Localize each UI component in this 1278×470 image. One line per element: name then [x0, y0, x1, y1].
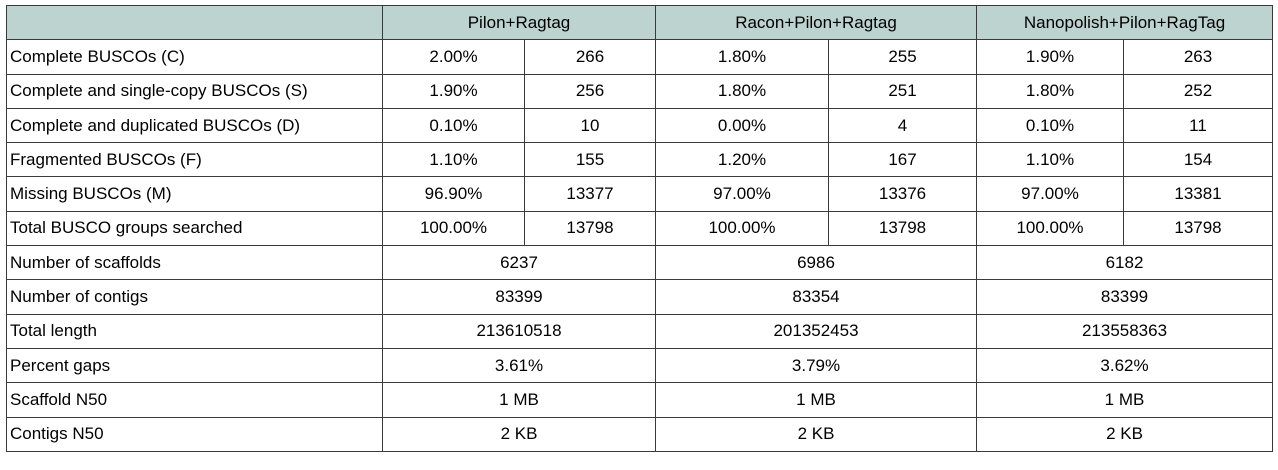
row-label: Number of scaffolds — [6, 245, 383, 281]
table-row: Fragmented BUSCOs (F) 1.10% 155 1.20% 16… — [6, 142, 1273, 178]
cell-value: 13798 — [524, 210, 656, 247]
row-label: Number of contigs — [6, 279, 383, 315]
cell-value: 2 KB — [382, 416, 656, 452]
cell-value: 13798 — [1123, 210, 1273, 247]
cell-value: 1.10% — [382, 142, 525, 178]
row-label: Complete and duplicated BUSCOs (D) — [6, 107, 383, 144]
header-col-pilon-ragtag: Pilon+Ragtag — [382, 4, 656, 41]
cell-value: 251 — [828, 73, 977, 109]
row-label: Complete BUSCOs (C) — [6, 39, 383, 75]
cell-value: 1.20% — [655, 142, 829, 178]
cell-value: 1.80% — [655, 39, 829, 75]
cell-value: 1.80% — [976, 73, 1124, 109]
cell-value: 97.00% — [655, 176, 829, 212]
cell-value: 6182 — [976, 245, 1273, 281]
cell-value: 263 — [1123, 39, 1273, 75]
cell-value: 256 — [524, 73, 656, 109]
cell-value: 100.00% — [382, 210, 525, 247]
cell-value: 167 — [828, 142, 977, 178]
cell-value: 100.00% — [655, 210, 829, 247]
cell-value: 13376 — [828, 176, 977, 212]
table-row: Contigs N50 2 KB 2 KB 2 KB — [6, 416, 1273, 452]
table-row: Total length 213610518 201352453 2135583… — [6, 313, 1273, 349]
cell-value: 4 — [828, 107, 977, 144]
cell-value: 83399 — [382, 279, 656, 315]
cell-value: 3.61% — [382, 347, 656, 384]
table-row: Complete and single-copy BUSCOs (S) 1.90… — [6, 73, 1273, 109]
table-row: Missing BUSCOs (M) 96.90% 13377 97.00% 1… — [6, 176, 1273, 212]
cell-value: 0.10% — [382, 107, 525, 144]
header-col-racon-pilon-ragtag: Racon+Pilon+Ragtag — [655, 4, 977, 41]
assembly-comparison-table: Pilon+Ragtag Racon+Pilon+Ragtag Nanopoli… — [6, 4, 1273, 452]
cell-value: 1 MB — [655, 382, 977, 418]
cell-value: 1.90% — [382, 73, 525, 109]
cell-value: 255 — [828, 39, 977, 75]
cell-value: 252 — [1123, 73, 1273, 109]
row-label: Fragmented BUSCOs (F) — [6, 142, 383, 178]
cell-value: 155 — [524, 142, 656, 178]
table-row: Complete BUSCOs (C) 2.00% 266 1.80% 255 … — [6, 39, 1273, 75]
cell-value: 154 — [1123, 142, 1273, 178]
cell-value: 11 — [1123, 107, 1273, 144]
cell-value: 3.79% — [655, 347, 977, 384]
cell-value: 1.90% — [976, 39, 1124, 75]
cell-value: 83399 — [976, 279, 1273, 315]
cell-value: 13798 — [828, 210, 977, 247]
row-label: Scaffold N50 — [6, 382, 383, 418]
cell-value: 0.10% — [976, 107, 1124, 144]
header-row: Pilon+Ragtag Racon+Pilon+Ragtag Nanopoli… — [6, 4, 1273, 41]
table-body: Complete BUSCOs (C) 2.00% 266 1.80% 255 … — [6, 39, 1273, 452]
cell-value: 1.80% — [655, 73, 829, 109]
table-row: Scaffold N50 1 MB 1 MB 1 MB — [6, 382, 1273, 418]
cell-value: 6986 — [655, 245, 977, 281]
header-col-nanopolish-pilon-ragtag: Nanopolish+Pilon+RagTag — [976, 4, 1273, 41]
table-row: Number of scaffolds 6237 6986 6182 — [6, 245, 1273, 281]
table-row: Number of contigs 83399 83354 83399 — [6, 279, 1273, 315]
row-label: Missing BUSCOs (M) — [6, 176, 383, 212]
cell-value: 0.00% — [655, 107, 829, 144]
cell-value: 2 KB — [976, 416, 1273, 452]
cell-value: 13381 — [1123, 176, 1273, 212]
cell-value: 10 — [524, 107, 656, 144]
cell-value: 96.90% — [382, 176, 525, 212]
table-row: Percent gaps 3.61% 3.79% 3.62% — [6, 347, 1273, 384]
header-corner-cell — [6, 4, 383, 41]
row-label: Total length — [6, 313, 383, 349]
cell-value: 266 — [524, 39, 656, 75]
cell-value: 6237 — [382, 245, 656, 281]
cell-value: 13377 — [524, 176, 656, 212]
cell-value: 1 MB — [976, 382, 1273, 418]
table-row: Complete and duplicated BUSCOs (D) 0.10%… — [6, 107, 1273, 144]
cell-value: 2.00% — [382, 39, 525, 75]
cell-value: 3.62% — [976, 347, 1273, 384]
row-label: Percent gaps — [6, 347, 383, 384]
cell-value: 213558363 — [976, 313, 1273, 349]
cell-value: 201352453 — [655, 313, 977, 349]
cell-value: 1 MB — [382, 382, 656, 418]
cell-value: 1.10% — [976, 142, 1124, 178]
table-header: Pilon+Ragtag Racon+Pilon+Ragtag Nanopoli… — [6, 4, 1273, 41]
cell-value: 97.00% — [976, 176, 1124, 212]
cell-value: 2 KB — [655, 416, 977, 452]
cell-value: 100.00% — [976, 210, 1124, 247]
row-label: Contigs N50 — [6, 416, 383, 452]
row-label: Total BUSCO groups searched — [6, 210, 383, 247]
cell-value: 83354 — [655, 279, 977, 315]
assembly-comparison-table-container: Pilon+Ragtag Racon+Pilon+Ragtag Nanopoli… — [6, 4, 1273, 452]
table-row: Total BUSCO groups searched 100.00% 1379… — [6, 210, 1273, 247]
cell-value: 213610518 — [382, 313, 656, 349]
row-label: Complete and single-copy BUSCOs (S) — [6, 73, 383, 109]
